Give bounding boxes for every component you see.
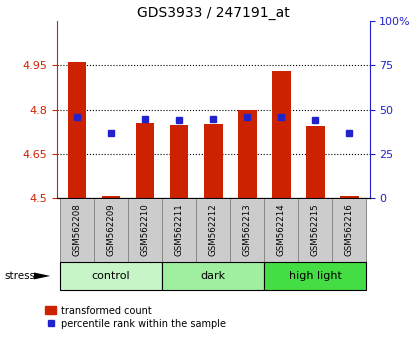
Bar <box>162 198 196 262</box>
Title: GDS3933 / 247191_at: GDS3933 / 247191_at <box>137 6 289 20</box>
Bar <box>264 262 366 290</box>
Bar <box>298 198 332 262</box>
Text: GSM562216: GSM562216 <box>345 204 354 257</box>
Bar <box>60 198 94 262</box>
Bar <box>162 262 264 290</box>
Text: high light: high light <box>289 271 341 281</box>
Bar <box>272 72 291 198</box>
Bar <box>264 198 298 262</box>
Bar <box>60 262 162 290</box>
Bar <box>332 198 366 262</box>
Text: control: control <box>92 271 131 281</box>
Bar <box>68 62 87 198</box>
Bar <box>230 198 264 262</box>
Text: GSM562212: GSM562212 <box>209 204 218 257</box>
Text: GSM562213: GSM562213 <box>243 204 252 257</box>
Bar <box>204 124 223 198</box>
Text: dark: dark <box>201 271 226 281</box>
Legend: transformed count, percentile rank within the sample: transformed count, percentile rank withi… <box>45 306 226 329</box>
Text: GSM562214: GSM562214 <box>277 204 286 257</box>
Bar <box>340 196 359 198</box>
Text: stress: stress <box>4 271 35 281</box>
Bar <box>128 198 162 262</box>
Bar <box>136 123 155 198</box>
Bar <box>196 198 230 262</box>
Text: GSM562208: GSM562208 <box>73 204 81 257</box>
Text: GSM562215: GSM562215 <box>311 204 320 257</box>
Bar <box>306 126 325 198</box>
Bar <box>170 125 189 198</box>
Bar <box>102 196 121 198</box>
Bar <box>94 198 128 262</box>
Text: GSM562209: GSM562209 <box>107 204 116 256</box>
Text: GSM562210: GSM562210 <box>141 204 150 257</box>
Text: GSM562211: GSM562211 <box>175 204 184 257</box>
Polygon shape <box>34 273 50 280</box>
Bar <box>238 110 257 198</box>
